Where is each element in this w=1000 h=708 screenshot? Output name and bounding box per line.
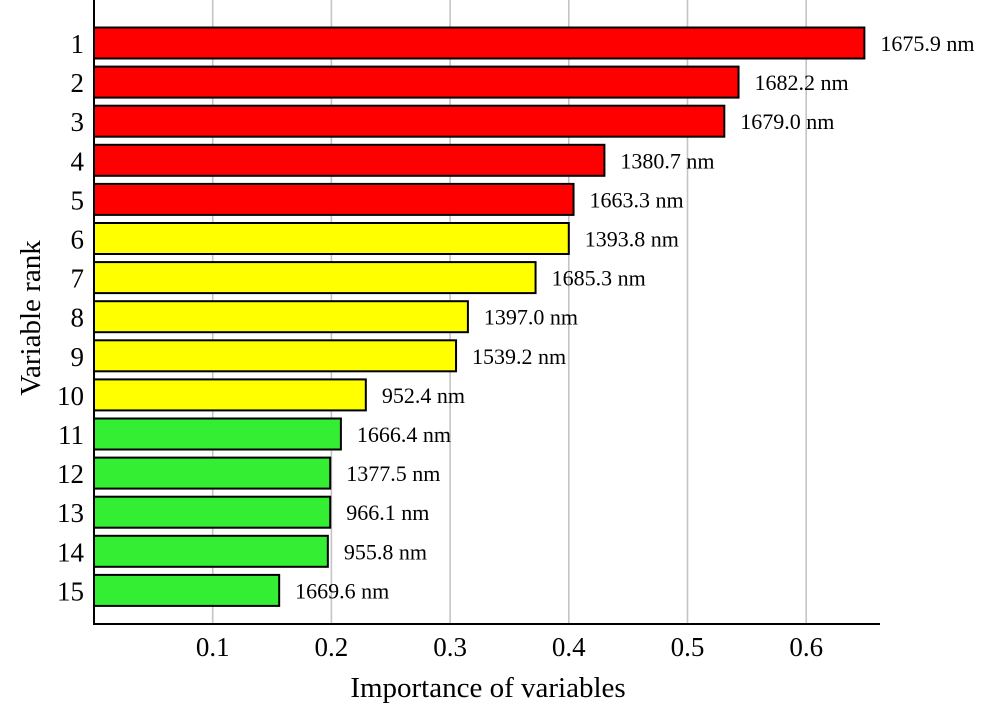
data-label: 1397.0 nm — [484, 305, 578, 330]
data-labels: 1675.9 nm 1682.2 nm 1679.0 nm 1380.7 nm 1663… — [295, 31, 974, 603]
x-tick-label: 0.2 — [315, 632, 349, 662]
x-tick-label: 0.5 — [671, 632, 705, 662]
y-axis-title: Variable rank — [15, 240, 47, 396]
y-tick-label: 15 — [57, 576, 84, 606]
y-tick-label: 11 — [58, 420, 84, 450]
bar — [93, 339, 458, 373]
bar — [93, 456, 332, 490]
y-tick-label: 12 — [57, 459, 84, 489]
bar — [93, 65, 740, 99]
bar — [93, 300, 469, 334]
x-tick-label: 0.3 — [433, 632, 467, 662]
bar — [93, 495, 332, 529]
data-label: 1682.2 nm — [755, 70, 849, 95]
data-label: 1539.2 nm — [472, 344, 566, 369]
bar — [93, 261, 537, 295]
data-label: 1679.0 nm — [740, 109, 834, 134]
data-label: 1663.3 nm — [590, 187, 684, 212]
axes — [93, 0, 880, 625]
bar — [93, 104, 726, 138]
y-tick-label: 4 — [71, 146, 85, 176]
y-tick-label: 13 — [57, 498, 84, 528]
data-label: 1685.3 nm — [552, 266, 646, 291]
y-tick-label: 5 — [71, 185, 85, 215]
y-tick-label: 14 — [57, 537, 85, 567]
y-tick-label: 6 — [71, 225, 85, 255]
data-label: 955.8 nm — [344, 539, 427, 564]
bar — [93, 417, 342, 451]
bar — [93, 573, 281, 607]
data-label: 952.4 nm — [382, 383, 465, 408]
bar — [93, 534, 329, 568]
data-label: 1666.4 nm — [357, 422, 451, 447]
data-label: 1393.8 nm — [585, 227, 679, 252]
data-label: 966.1 nm — [346, 500, 429, 525]
data-label: 1669.6 nm — [295, 578, 389, 603]
bar — [93, 26, 866, 60]
x-tick-label: 0.1 — [196, 632, 230, 662]
bar — [93, 182, 575, 216]
bar — [93, 143, 606, 177]
x-tick-label: 0.4 — [552, 632, 586, 662]
bars — [93, 26, 866, 607]
bar — [93, 222, 570, 255]
data-label: 1377.5 nm — [346, 461, 440, 486]
x-axis-title: Importance of variables — [350, 672, 625, 704]
x-tick-label: 0.6 — [789, 632, 823, 662]
y-tick-label: 1 — [71, 29, 85, 59]
y-tick-label: 9 — [71, 342, 85, 372]
y-tick-label: 3 — [71, 107, 85, 137]
x-tick-labels: 0.1 0.2 0.3 0.4 0.5 0.6 — [196, 632, 823, 662]
data-label: 1380.7 nm — [620, 148, 714, 173]
y-tick-label: 8 — [71, 303, 85, 333]
y-tick-label: 10 — [57, 381, 84, 411]
y-tick-label: 2 — [71, 68, 85, 98]
y-tick-label: 7 — [71, 264, 85, 294]
data-label: 1675.9 nm — [880, 31, 974, 56]
bar — [93, 378, 367, 412]
